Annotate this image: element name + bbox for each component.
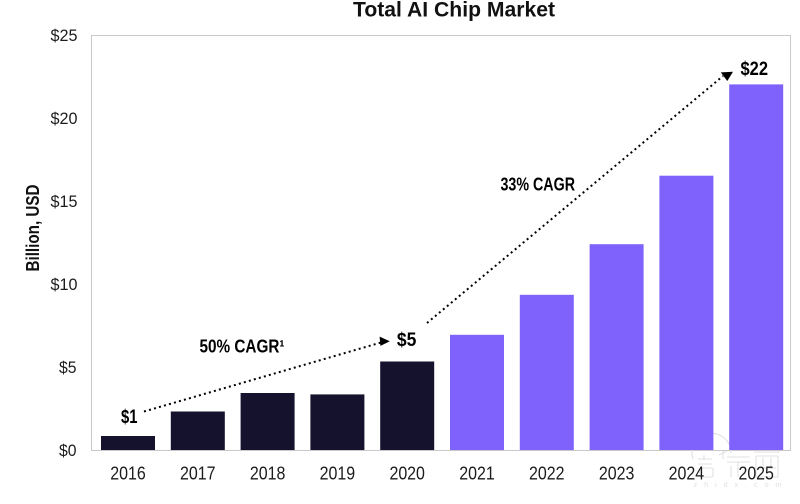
svg-text:2018: 2018 [250,464,286,484]
svg-text:2022: 2022 [529,464,565,484]
svg-text:2016: 2016 [110,464,146,484]
svg-text:$1: $1 [121,406,138,428]
svg-text:$15: $15 [51,193,78,211]
svg-text:50% CAGR¹: 50% CAGR¹ [200,337,285,357]
svg-text:$25: $25 [51,27,78,45]
svg-text:Total AI Chip Market: Total AI Chip Market [353,0,555,22]
svg-text:$0: $0 [59,442,77,460]
svg-text:33% CAGR: 33% CAGR [501,175,576,195]
svg-text:$5: $5 [397,329,417,351]
svg-text:Billion, USD: Billion, USD [23,185,43,272]
svg-text:2025: 2025 [738,464,774,484]
svg-text:$22: $22 [741,58,769,80]
svg-text:2021: 2021 [459,464,495,484]
svg-text:2023: 2023 [599,464,635,484]
svg-text:$10: $10 [51,276,78,294]
svg-text:2024: 2024 [669,464,705,484]
svg-text:2019: 2019 [320,464,356,484]
svg-text:2017: 2017 [180,464,216,484]
svg-text:$20: $20 [51,110,78,128]
svg-text:$5: $5 [59,359,77,377]
svg-text:2020: 2020 [389,464,425,484]
svg-text:zhidx.com: zhidx.com [694,480,789,489]
